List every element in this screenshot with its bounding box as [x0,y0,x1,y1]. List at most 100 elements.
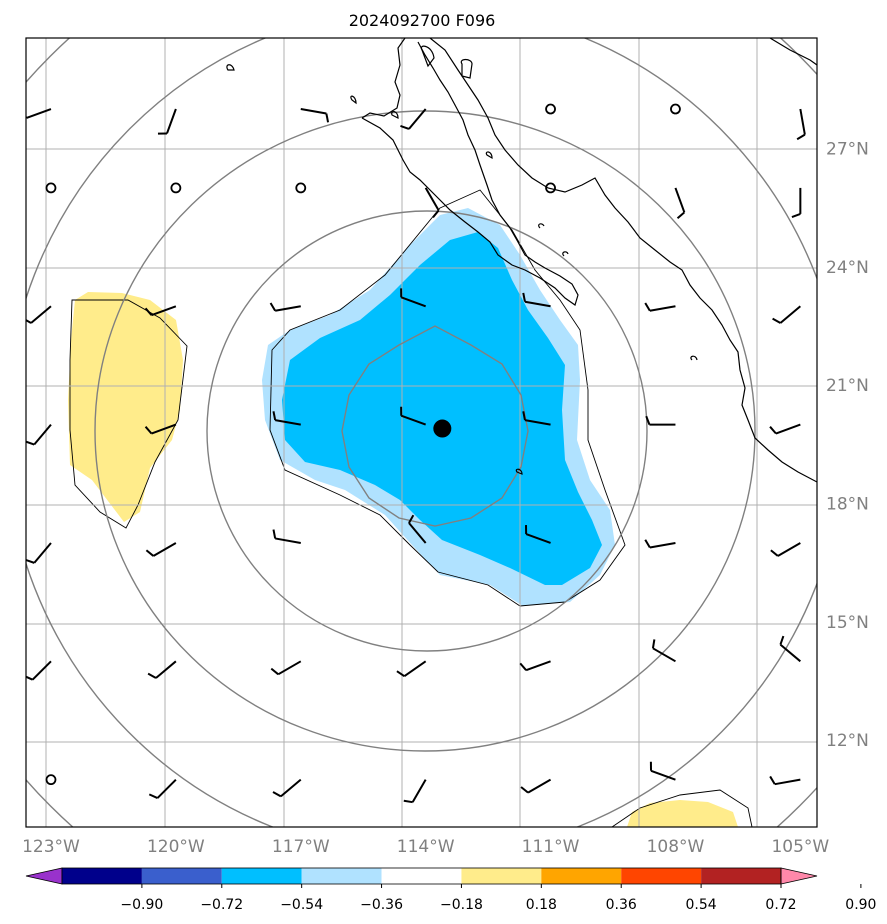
colorbar-extend-high [780,867,818,885]
wind-barb [272,411,301,426]
wind-barbs [26,103,806,804]
wind-barb [300,108,330,123]
colorbar-segment [461,868,542,884]
range-ring-1 [341,325,529,527]
colorbar-extend-low [25,867,63,885]
colorbar-frame [61,867,782,885]
wind-barb [674,187,686,219]
wind-barb [272,529,301,544]
lon-tick-label: 108°W [647,837,705,857]
colorbar-segment [621,868,702,884]
colorbar-segment [62,868,142,884]
anomaly-region-neg-inner [282,232,602,585]
wind-barb [796,108,806,141]
wind-barb [769,775,801,786]
wind-barb [772,305,801,324]
colorbar-segment [701,868,781,884]
coast-baja [361,38,579,306]
range-ring-2 [206,210,648,652]
wind-barb [400,108,427,130]
storm-center-marker [433,419,452,438]
wind-barb [272,778,302,798]
wind-barb [522,411,551,426]
coast-mainland [429,38,817,483]
wind-barb [269,302,301,312]
colorbar-tick-label: −0.72 [200,897,243,913]
wind-barb [408,514,427,544]
calm-wind-marker [170,182,182,194]
wind-barb [520,778,552,794]
lat-tick-label: 15°N [826,613,869,633]
lon-tick-label: 117°W [272,837,330,857]
lon-tick-label: 111°W [522,837,580,857]
wind-barb [519,660,551,672]
wind-barb [157,108,177,135]
wind-barb [403,779,427,804]
lon-tick-label: 105°W [771,837,829,857]
wind-barb [396,660,427,678]
calm-wind-marker [295,182,307,194]
colorbar-tick-label: −0.36 [360,897,403,913]
lat-tick-label: 24°N [826,258,869,278]
longitude-labels: 123°W 120°W 117°W 114°W 111°W 108°W 105°W [22,837,829,857]
colorbar-tick-label: 0.90 [845,897,876,913]
latitude-labels: 27°N 24°N 21°N 18°N 15°N 12°N [826,139,869,751]
wind-barb [522,292,551,308]
colorbar-tick-label: 0.18 [526,897,557,913]
gridlines [26,38,817,827]
wind-barb [525,525,551,544]
lon-tick-label: 114°W [397,837,455,857]
wind-barb [649,761,676,781]
calm-wind-marker [670,103,681,115]
wind-barb [644,539,676,549]
wind-barb [26,305,52,324]
figure-title: 2024092700 F096 [349,11,496,30]
wind-barb [147,660,177,679]
colorbar-segment [221,868,302,884]
wind-barb [424,187,440,219]
wind-barb [144,305,177,317]
lon-tick-label: 120°W [147,837,205,857]
wind-barb [791,187,802,219]
colorbar-segment [541,868,622,884]
wind-barb [148,778,177,799]
wind-barb [144,423,177,435]
wind-barb [770,542,801,557]
calm-wind-marker [45,182,57,194]
anomaly-region-pos-west [68,292,183,522]
wind-barb [26,660,52,681]
calm-wind-marker [45,774,57,786]
lat-tick-label: 12°N [826,731,869,751]
coastlines [226,38,817,483]
lat-tick-label: 18°N [826,495,869,515]
wind-barb [26,108,52,119]
colorbar-tick-label: −0.18 [440,897,483,913]
calm-wind-marker [545,182,556,194]
lon-tick-label: 123°W [22,837,80,857]
colorbar: −0.90 −0.72 −0.54 −0.36 −0.18 0.18 0.36 0.54 0.7… [25,867,876,913]
map-frame [25,37,818,828]
colorbar-segment [381,868,462,884]
wind-barb [651,639,676,663]
wind-barb [270,660,302,676]
calm-wind-marker [545,103,556,115]
lat-tick-label: 21°N [826,376,869,396]
anomaly-region-pos-southeast [627,800,738,827]
wind-barb [26,423,52,446]
colorbar-tick-label: 0.72 [765,897,796,913]
wind-barb [26,542,52,564]
colorbar-tick-label: 0.36 [606,897,637,913]
wind-barb [645,415,676,426]
colorbar-segment [141,868,222,884]
colorbar-tick-label: −0.54 [280,897,323,913]
wind-barb [779,635,801,663]
wind-barb [769,423,801,435]
wind-barb [400,406,427,426]
wind-barb [644,302,676,312]
colorbar-segment [301,868,382,884]
wind-barb [145,542,177,557]
colorbar-tick-label: −0.90 [120,897,163,913]
lat-tick-label: 27°N [826,139,869,159]
